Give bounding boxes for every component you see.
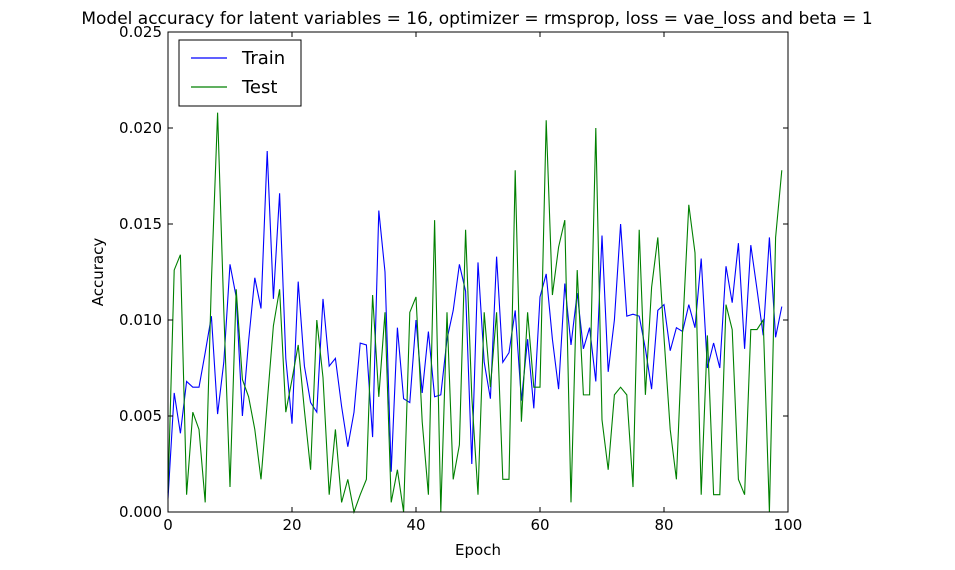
y-tick-label: 0.005 [119, 407, 162, 425]
legend-box [178, 39, 302, 107]
x-tick-label: 100 [774, 516, 803, 534]
legend-label-test: Test [241, 77, 277, 98]
x-tick-label: 80 [654, 516, 673, 534]
legend: Train Test [178, 39, 302, 107]
y-tick-label: 0.010 [119, 311, 162, 329]
legend-label-train: Train [241, 48, 285, 69]
series-line-train [167, 151, 783, 499]
x-tick-label: 0 [163, 516, 173, 534]
y-tick-label: 0.025 [119, 23, 162, 41]
axis-ticks: 0 20 40 60 80 100 0.000 0.005 0.010 0.015 0.020 0.0… [119, 23, 802, 534]
x-tick-label: 60 [530, 516, 549, 534]
chart-title: Model accuracy for latent variables = 16… [81, 9, 872, 29]
series-line-test [167, 112, 783, 515]
plot-frame [167, 31, 789, 513]
x-axis-label: Epoch [455, 541, 501, 559]
series-lines [167, 112, 783, 515]
y-tick-label: 0.020 [119, 119, 162, 137]
y-tick-label: 0.015 [119, 215, 162, 233]
x-tick-label: 20 [282, 516, 301, 534]
x-tick-label: 40 [406, 516, 425, 534]
y-tick-label: 0.000 [119, 503, 162, 521]
y-axis-label: Accuracy [89, 238, 107, 307]
